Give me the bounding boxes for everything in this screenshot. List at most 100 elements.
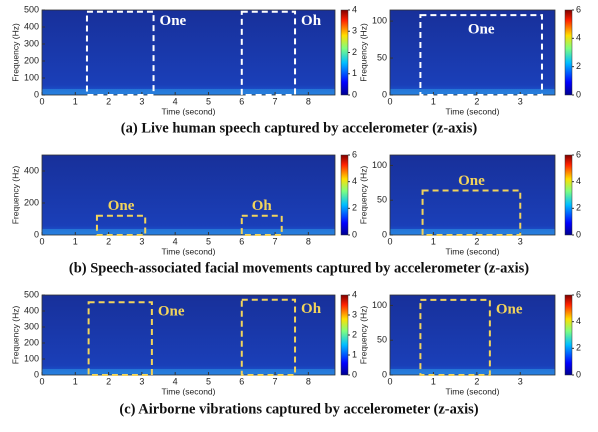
- x-axis-label: Time (second): [161, 386, 215, 396]
- x-axis-label: Time (second): [445, 386, 499, 396]
- x-tick-label: 1: [431, 376, 436, 386]
- colorbar-tick-label: 6: [576, 149, 581, 159]
- spectrogram: [42, 155, 335, 235]
- annotation-box: [240, 298, 297, 376]
- x-tick-label: 5: [206, 96, 211, 106]
- colorbar-tick-label: 4: [352, 4, 357, 14]
- y-tick-label: 100: [372, 160, 387, 170]
- x-axis-label: Time (second): [161, 246, 215, 256]
- spectrogram: [390, 10, 555, 95]
- x-tick-label: 2: [106, 236, 111, 246]
- annotation-label: One: [468, 22, 495, 38]
- colorbar-tick-label: 1: [352, 68, 357, 78]
- x-tick-label: 1: [73, 376, 78, 386]
- x-tick-label: 8: [306, 236, 311, 246]
- annotation-box: [85, 10, 155, 97]
- x-tick-label: 1: [73, 96, 78, 106]
- colorbar-tick-label: 0: [576, 229, 581, 239]
- axes-frame: [41, 9, 336, 96]
- spectrogram: [42, 10, 335, 95]
- colorbar-tick-label: 4: [576, 316, 581, 326]
- y-tick-label: 0: [34, 229, 39, 239]
- y-tick-label: 0: [382, 229, 387, 239]
- x-axis-label: Time (second): [445, 106, 499, 116]
- y-tick-label: 100: [372, 15, 387, 25]
- x-tick-label: 3: [518, 236, 523, 246]
- x-tick-label: 8: [306, 376, 311, 386]
- colorbar-tick-label: 2: [352, 203, 357, 213]
- y-tick-label: 50: [377, 52, 387, 62]
- annotation-label: One: [108, 198, 135, 214]
- x-tick-label: 0: [39, 96, 44, 106]
- y-axis-label: Frequency (Hz): [358, 306, 368, 365]
- spectrogram-band: [42, 89, 335, 95]
- colorbar: [564, 9, 573, 96]
- x-axis-label: Time (second): [445, 246, 499, 256]
- spectrogram-band: [42, 229, 335, 235]
- x-tick-label: 0: [39, 236, 44, 246]
- colorbar-tick-label: 1: [352, 349, 357, 359]
- x-tick-label: 2: [106, 96, 111, 106]
- y-axis-label: Frequency (Hz): [10, 306, 20, 365]
- annotation-label: Oh: [301, 301, 322, 317]
- spectrogram-band: [390, 229, 555, 235]
- x-tick-label: 8: [306, 96, 311, 106]
- x-tick-label: 1: [431, 236, 436, 246]
- axes-frame: [389, 154, 556, 236]
- y-tick-label: 50: [377, 335, 387, 345]
- y-tick-label: 50: [377, 195, 387, 205]
- colorbar-tick-label: 4: [352, 176, 357, 186]
- y-tick-label: 400: [24, 165, 39, 175]
- x-tick-label: 2: [474, 376, 479, 386]
- colorbar: [340, 294, 349, 376]
- annotation-box: [95, 214, 147, 237]
- spectrogram: [390, 155, 555, 235]
- annotation-box: [87, 301, 153, 377]
- x-tick-label: 2: [474, 96, 479, 106]
- x-tick-label: 3: [518, 376, 523, 386]
- colorbar: [340, 9, 349, 96]
- y-tick-label: 500: [24, 289, 39, 299]
- y-axis-label: Frequency (Hz): [358, 23, 368, 82]
- colorbar: [564, 154, 573, 236]
- x-tick-label: 0: [39, 376, 44, 386]
- annotation-label: One: [160, 13, 187, 29]
- annotation-label: One: [496, 301, 523, 317]
- caption: (a) Live human speech captured by accele…: [121, 120, 478, 136]
- y-tick-label: 400: [24, 305, 39, 315]
- colorbar-tick-label: 6: [576, 4, 581, 14]
- x-tick-label: 7: [273, 376, 278, 386]
- colorbar-tick-label: 4: [576, 33, 581, 43]
- y-tick-label: 200: [24, 197, 39, 207]
- y-axis-label: Frequency (Hz): [10, 23, 20, 82]
- spectrogram: [42, 295, 335, 375]
- x-tick-label: 3: [139, 96, 144, 106]
- x-tick-label: 7: [273, 236, 278, 246]
- y-tick-label: 500: [24, 4, 39, 14]
- colorbar-tick-label: 2: [576, 61, 581, 71]
- annotation-label: Oh: [301, 13, 322, 29]
- annotation-box: [419, 14, 543, 97]
- annotation-box: [419, 298, 491, 376]
- x-tick-label: 4: [173, 376, 178, 386]
- x-tick-label: 6: [239, 376, 244, 386]
- colorbar-tick-label: 4: [576, 176, 581, 186]
- caption: (b) Speech-associated facial movements c…: [69, 260, 529, 276]
- x-tick-label: 3: [139, 376, 144, 386]
- y-axis-label: Frequency (Hz): [358, 166, 368, 225]
- y-tick-label: 100: [24, 72, 39, 82]
- colorbar-tick-label: 0: [352, 229, 357, 239]
- x-axis-label: Time (second): [161, 106, 215, 116]
- x-tick-label: 5: [206, 376, 211, 386]
- x-tick-label: 0: [387, 96, 392, 106]
- colorbar-tick-label: 0: [352, 89, 357, 99]
- x-tick-label: 6: [239, 96, 244, 106]
- y-tick-label: 200: [24, 55, 39, 65]
- x-tick-label: 2: [474, 236, 479, 246]
- axes-frame: [41, 294, 336, 376]
- colorbar-tick-label: 2: [352, 47, 357, 57]
- x-tick-label: 7: [273, 96, 278, 106]
- spectrogram: [390, 295, 555, 375]
- y-axis-label: Frequency (Hz): [10, 166, 20, 225]
- colorbar-tick-label: 6: [576, 289, 581, 299]
